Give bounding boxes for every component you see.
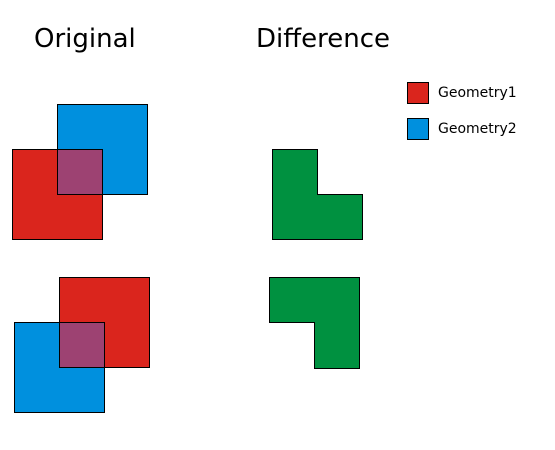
difference-title: Difference xyxy=(256,24,391,54)
legend-swatch-geometry2 xyxy=(407,118,429,140)
top-difference-shape xyxy=(272,149,363,240)
original-title: Original xyxy=(34,24,136,54)
legend-label-geometry2: Geometry2 xyxy=(438,121,517,137)
legend-label-geometry1: Geometry1 xyxy=(438,85,517,101)
legend-item-geometry2: Geometry2 xyxy=(407,118,517,140)
bottom-difference-shape xyxy=(269,277,360,369)
legend-item-geometry1: Geometry1 xyxy=(407,82,517,104)
bottom-overlap-region xyxy=(59,322,105,368)
top-overlap-region xyxy=(57,149,103,195)
legend-swatch-geometry1 xyxy=(407,82,429,104)
